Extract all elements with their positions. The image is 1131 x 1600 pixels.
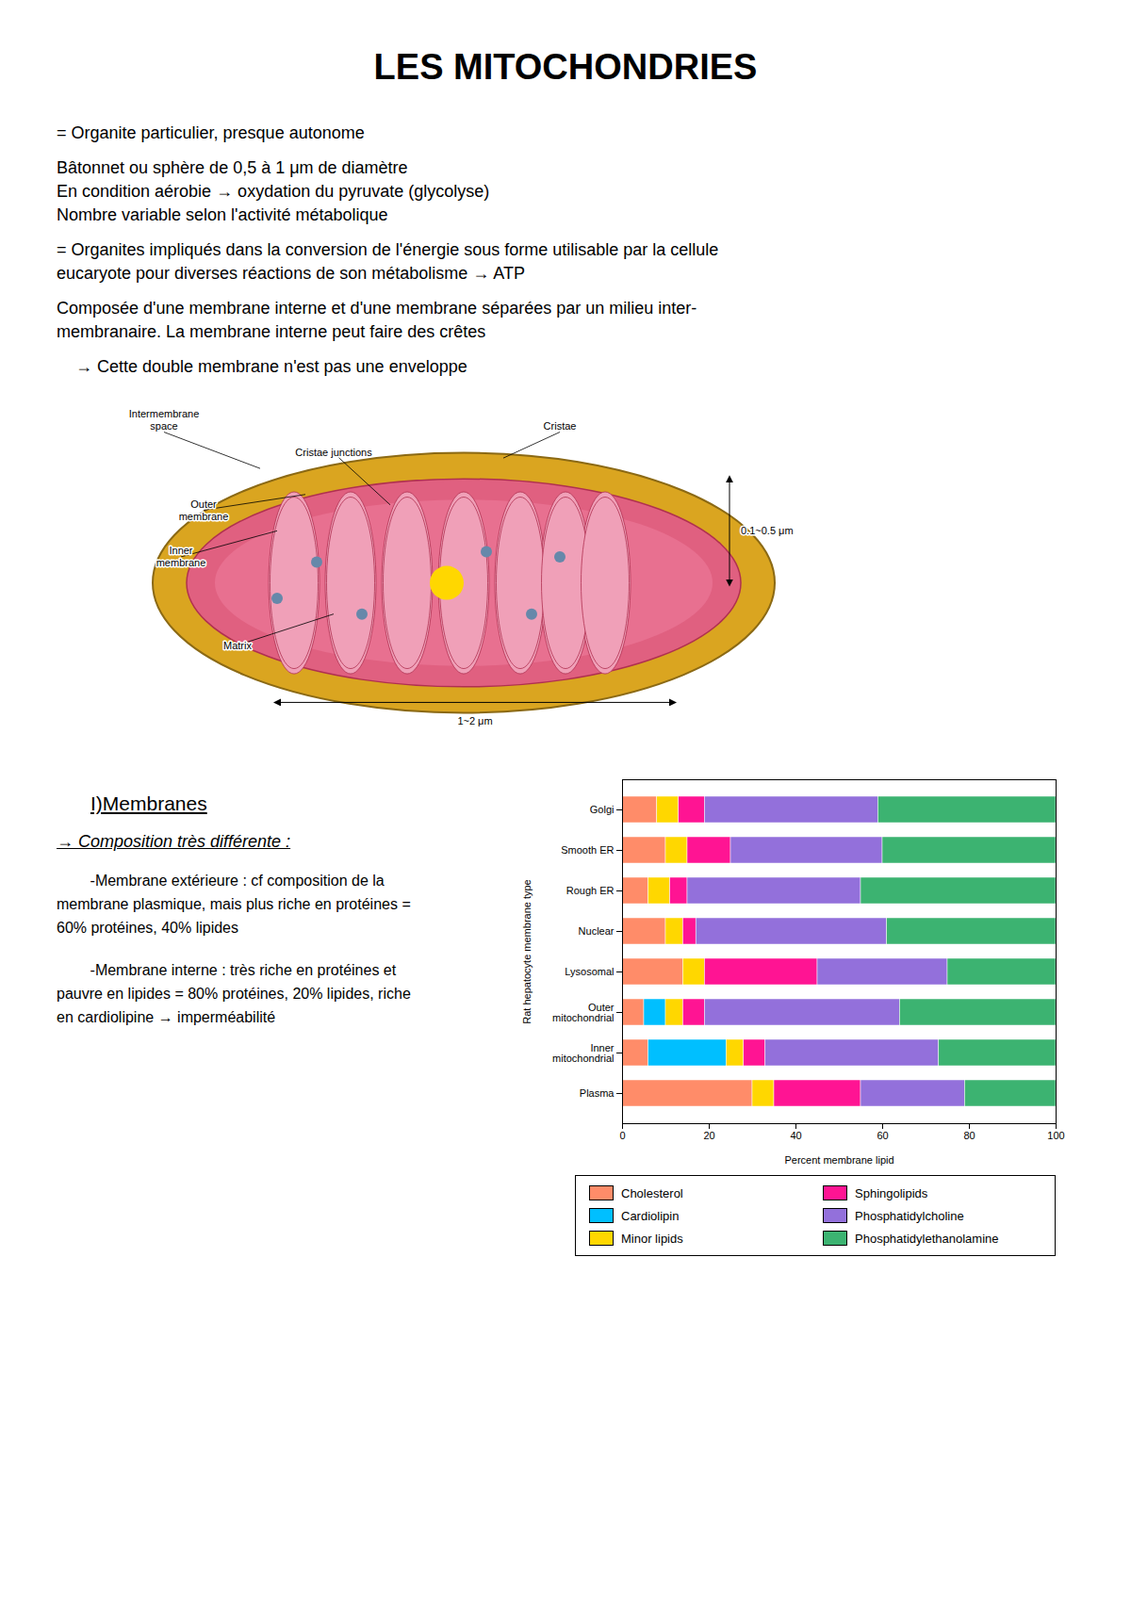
svg-text:Outermembrane: Outermembrane [179, 498, 230, 523]
svg-text:Golgi: Golgi [590, 803, 615, 816]
html-text:Bâtonnet ou sphère de 0,5 à 1: Bâtonnet ou sphère de 0,5 à 1 μm de diam… [56, 158, 408, 178]
html-text:eucaryote pour diverses réacti: eucaryote pour diverses réactions de son… [56, 263, 525, 283]
svg-text:100: 100 [1047, 1130, 1065, 1142]
html-text:Nombre variable selon l'activi: Nombre variable selon l'activité métabol… [56, 205, 388, 225]
html-text:→ Cette double membrane n'est: → Cette double membrane n'est pas une en… [56, 357, 468, 377]
html-text:En condition aérobie → oxydati: En condition aérobie → oxydation du pyru… [56, 181, 490, 201]
svg-text:Cristae junctions: Cristae junctions [295, 446, 373, 459]
html-text:-Membrane interne : très riche: -Membrane interne : très riche en protéi… [56, 962, 397, 979]
svg-text:Cristae: Cristae [543, 420, 577, 432]
html-text:Phosphatidylcholine: Phosphatidylcholine [854, 1208, 964, 1223]
svg-text:Smooth ER: Smooth ER [560, 844, 614, 856]
html-text:pauvre en lipides = 80% protéi: pauvre en lipides = 80% protéines, 20% l… [56, 985, 411, 1002]
html-text:Cardiolipin: Cardiolipin [621, 1208, 679, 1223]
svg-text:Innermitochondrial: Innermitochondrial [552, 1042, 615, 1065]
svg-text:1~2 μm: 1~2 μm [457, 715, 492, 727]
html-text:membranaire. La membrane inter: membranaire. La membrane interne peut fa… [56, 322, 486, 342]
svg-text:40: 40 [789, 1130, 802, 1142]
html-text:Sphingolipids: Sphingolipids [854, 1186, 928, 1201]
html-text:LES MITOCHONDRIES: LES MITOCHONDRIES [373, 47, 758, 87]
html-text:en cardiolipine → imperméabili: en cardiolipine → imperméabilité [56, 1009, 276, 1026]
svg-text:80: 80 [963, 1130, 975, 1142]
svg-text:Intermembranespace: Intermembranespace [129, 408, 200, 432]
svg-text:Outermitochondrial: Outermitochondrial [552, 1001, 615, 1024]
svg-text:20: 20 [703, 1130, 715, 1142]
svg-text:Lysosomal: Lysosomal [564, 966, 614, 978]
svg-text:Matrix: Matrix [223, 639, 252, 652]
svg-text:0.1~0.5 μm: 0.1~0.5 μm [740, 524, 794, 537]
svg-text:Rat hepatocyte membrane type: Rat hepatocyte membrane type [521, 879, 533, 1024]
html-text:Cholesterol: Cholesterol [621, 1186, 684, 1201]
html-text:Minor lipids: Minor lipids [621, 1231, 684, 1246]
html-text:-Membrane extérieure : cf comp: -Membrane extérieure : cf composition de… [56, 872, 385, 889]
svg-text:Plasma: Plasma [579, 1087, 616, 1099]
html-text:membrane plasmique, mais plus: membrane plasmique, mais plus riche en p… [56, 896, 411, 913]
svg-text:0: 0 [619, 1130, 625, 1142]
svg-text:Innermembrane: Innermembrane [156, 544, 207, 569]
html-text:= Organite particulier, presqu: = Organite particulier, presque autonome [56, 123, 365, 143]
svg-text:Percent membrane lipid: Percent membrane lipid [784, 1154, 894, 1166]
svg-text:Rough ER: Rough ER [566, 885, 615, 897]
html-text:I)Membranes: I)Membranes [90, 792, 208, 815]
svg-text:60: 60 [876, 1130, 888, 1142]
svg-text:Nuclear: Nuclear [578, 925, 615, 937]
html-text:→ Composition très différente: → Composition très différente : [56, 832, 291, 852]
html-text:60% protéines, 40% lipides: 60% protéines, 40% lipides [56, 919, 239, 936]
html-text:= Organites impliqués dans la: = Organites impliqués dans la conversion… [56, 240, 719, 260]
html-text:Phosphatidylethanolamine: Phosphatidylethanolamine [854, 1231, 999, 1246]
html-text:Composée d'une membrane intern: Composée d'une membrane interne et d'une… [56, 298, 697, 318]
